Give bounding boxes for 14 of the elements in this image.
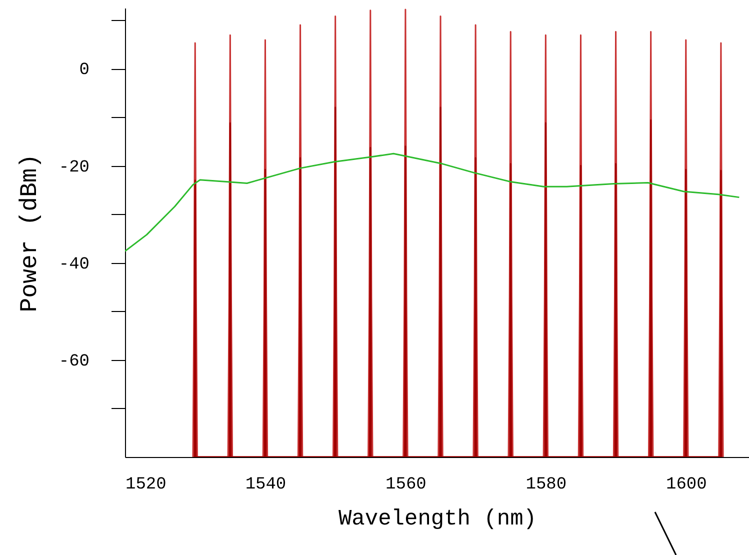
x-tick-label: 1540 xyxy=(245,476,286,494)
x-tick-label: 1560 xyxy=(386,476,426,494)
line-series xyxy=(192,8,724,457)
y-tick-label: -60 xyxy=(58,352,90,372)
line-series xyxy=(125,152,740,252)
x-tick-label: 1580 xyxy=(526,476,567,494)
y-tick-label: 0 xyxy=(79,61,90,80)
y-axis-title: Power (dBm) xyxy=(16,154,44,312)
x-axis-title: Wavelength (nm) xyxy=(338,506,537,532)
y-tick-label: -40 xyxy=(58,255,90,274)
x-tick-label: 1600 xyxy=(666,476,707,494)
y-tick-label: -20 xyxy=(58,158,90,178)
line-series xyxy=(194,106,722,457)
x-tick-label: 1520 xyxy=(126,476,166,494)
